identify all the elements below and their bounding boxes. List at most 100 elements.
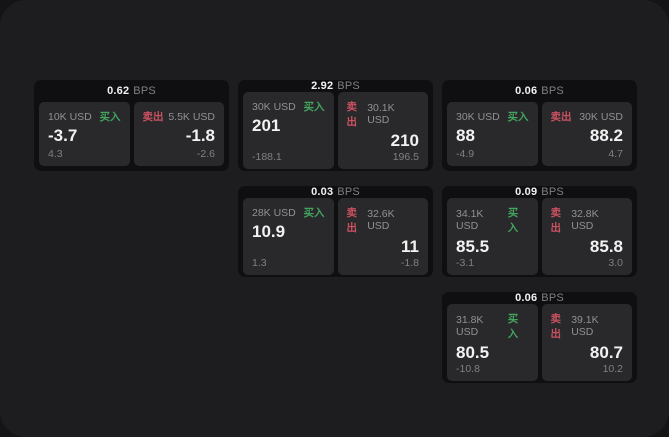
buy-button[interactable]: 买入 <box>303 101 325 113</box>
sell-price: 210 <box>390 131 419 150</box>
bps-value: 0.62 <box>107 85 130 97</box>
sell-tile-top: 卖出 30K USD <box>551 109 624 124</box>
sell-tile[interactable]: 卖出 30.1K USD 210 196.5 <box>337 92 428 170</box>
sell-delta: 3.0 <box>608 257 623 270</box>
buy-tile[interactable]: 10K USD 买入 -3.7 4.3 <box>39 102 130 166</box>
buy-tile[interactable]: 28K USD 买入 10.9 1.3 <box>243 198 334 276</box>
buy-tile-top: 28K USD 买入 <box>252 205 325 220</box>
sell-button[interactable]: 卖出 <box>550 313 562 340</box>
buy-tile[interactable]: 30K USD 买入 88 -4.9 <box>447 102 538 166</box>
buy-delta: -188.1 <box>252 151 282 164</box>
buy-button[interactable]: 买入 <box>507 207 519 234</box>
bps-value: 0.03 <box>311 186 334 198</box>
sell-delta: -1.8 <box>400 257 419 270</box>
buy-tile-top: 10K USD 买入 <box>48 109 121 124</box>
quote-tiles: 30K USD 买入 88 -4.9 卖出 30K USD 88.2 4.7 <box>442 102 637 171</box>
quote-tiles: 31.8K USD 买入 80.5 -10.8 卖出 39.1K USD 80.… <box>442 304 637 383</box>
sell-tile[interactable]: 卖出 39.1K USD 80.7 10.2 <box>541 304 632 382</box>
buy-amount: 28K USD <box>252 206 296 219</box>
sell-button[interactable]: 卖出 <box>346 207 358 234</box>
bps-header: 0.09 BPS <box>442 186 637 198</box>
sell-tile-top: 卖出 39.1K USD <box>551 311 624 341</box>
sell-tile-top: 卖出 32.6K USD <box>347 205 420 235</box>
quote-tiles: 28K USD 买入 10.9 1.3 卖出 32.6K USD 11 -1.8 <box>238 198 433 277</box>
sell-amount: 30K USD <box>579 110 623 123</box>
quote-tiles: 34.1K USD 买入 85.5 -3.1 卖出 32.8K USD 85.8… <box>442 198 637 277</box>
sell-tile[interactable]: 卖出 30K USD 88.2 4.7 <box>541 102 632 166</box>
bps-value: 0.09 <box>515 186 538 198</box>
buy-price: -3.7 <box>48 126 78 145</box>
buy-amount: 34.1K USD <box>456 208 484 232</box>
quote-card: 0.09 BPS 34.1K USD 买入 85.5 -3.1 卖出 32.8K… <box>442 186 637 277</box>
buy-amount: 10K USD <box>48 110 92 123</box>
quote-tiles: 10K USD 买入 -3.7 4.3 卖出 5.5K USD -1.8 -2.… <box>34 102 229 171</box>
buy-tile-top: 31.8K USD 买入 <box>456 311 529 341</box>
bps-value: 2.92 <box>311 80 334 92</box>
buy-delta: 4.3 <box>48 148 63 160</box>
bps-header: 0.06 BPS <box>442 292 637 304</box>
sell-amount: 32.8K USD <box>571 208 599 232</box>
sell-amount: 5.5K USD <box>168 110 215 123</box>
buy-delta: 1.3 <box>252 257 267 270</box>
bps-label: BPS <box>541 186 564 198</box>
buy-tile[interactable]: 30K USD 买入 201 -188.1 <box>243 92 334 170</box>
bps-header: 0.03 BPS <box>238 186 433 198</box>
bps-label: BPS <box>337 186 360 198</box>
buy-amount: 30K USD <box>456 110 500 123</box>
buy-tile[interactable]: 31.8K USD 买入 80.5 -10.8 <box>447 304 538 382</box>
buy-price: 88 <box>456 126 475 145</box>
sell-delta: 10.2 <box>602 363 623 376</box>
sell-amount: 32.6K USD <box>367 208 395 232</box>
quote-card: 0.62 BPS 10K USD 买入 -3.7 4.3 卖出 5.5K USD… <box>34 80 229 171</box>
bps-header: 0.06 BPS <box>442 80 637 102</box>
bps-label: BPS <box>541 292 564 304</box>
cards-grid: 0.62 BPS 10K USD 买入 -3.7 4.3 卖出 5.5K USD… <box>34 80 637 383</box>
buy-button[interactable]: 买入 <box>507 111 529 123</box>
buy-button[interactable]: 买入 <box>99 111 121 123</box>
sell-button[interactable]: 卖出 <box>550 111 572 123</box>
buy-price: 201 <box>252 116 281 135</box>
buy-tile[interactable]: 34.1K USD 买入 85.5 -3.1 <box>447 198 538 276</box>
bps-header: 0.62 BPS <box>34 80 229 102</box>
buy-button[interactable]: 买入 <box>303 207 325 219</box>
sell-button[interactable]: 卖出 <box>346 101 358 128</box>
buy-delta: -4.9 <box>456 148 475 160</box>
bps-label: BPS <box>541 85 564 97</box>
quote-card: 0.06 BPS 30K USD 买入 88 -4.9 卖出 30K USD 8… <box>442 80 637 171</box>
quote-tiles: 30K USD 买入 201 -188.1 卖出 30.1K USD 210 1… <box>238 92 433 171</box>
quote-card: 0.06 BPS 31.8K USD 买入 80.5 -10.8 卖出 39.1… <box>442 292 637 383</box>
sell-button[interactable]: 卖出 <box>142 111 164 123</box>
buy-delta: -10.8 <box>456 363 480 376</box>
buy-tile-top: 30K USD 买入 <box>456 109 529 124</box>
bps-value: 0.06 <box>515 85 538 97</box>
sell-price: 80.7 <box>589 343 623 362</box>
sell-delta: -2.6 <box>196 148 215 160</box>
buy-price: 85.5 <box>456 237 490 256</box>
buy-tile-top: 30K USD 买入 <box>252 99 325 114</box>
buy-price: 80.5 <box>456 343 490 362</box>
sell-tile[interactable]: 卖出 32.6K USD 11 -1.8 <box>337 198 428 276</box>
buy-delta: -3.1 <box>456 257 475 270</box>
sell-price: 85.8 <box>589 237 623 256</box>
sell-button[interactable]: 卖出 <box>550 207 562 234</box>
buy-amount: 31.8K USD <box>456 314 484 338</box>
buy-price: 10.9 <box>252 222 286 241</box>
sell-price: 88.2 <box>589 126 623 145</box>
sell-price: -1.8 <box>185 126 215 145</box>
buy-amount: 30K USD <box>252 100 296 113</box>
buy-button[interactable]: 买入 <box>507 313 519 340</box>
sell-delta: 4.7 <box>608 148 623 160</box>
quote-card: 0.03 BPS 28K USD 买入 10.9 1.3 卖出 32.6K US… <box>238 186 433 277</box>
quote-card: 2.92 BPS 30K USD 买入 201 -188.1 卖出 30.1K … <box>238 80 433 171</box>
bps-label: BPS <box>133 85 156 97</box>
sell-tile-top: 卖出 30.1K USD <box>347 99 420 129</box>
sell-delta: 196.5 <box>392 151 419 164</box>
bps-label: BPS <box>337 80 360 92</box>
sell-amount: 39.1K USD <box>571 314 599 338</box>
bps-value: 0.06 <box>515 292 538 304</box>
buy-tile-top: 34.1K USD 买入 <box>456 205 529 235</box>
sell-tile[interactable]: 卖出 5.5K USD -1.8 -2.6 <box>133 102 224 166</box>
sell-tile[interactable]: 卖出 32.8K USD 85.8 3.0 <box>541 198 632 276</box>
sell-tile-top: 卖出 5.5K USD <box>143 109 216 124</box>
